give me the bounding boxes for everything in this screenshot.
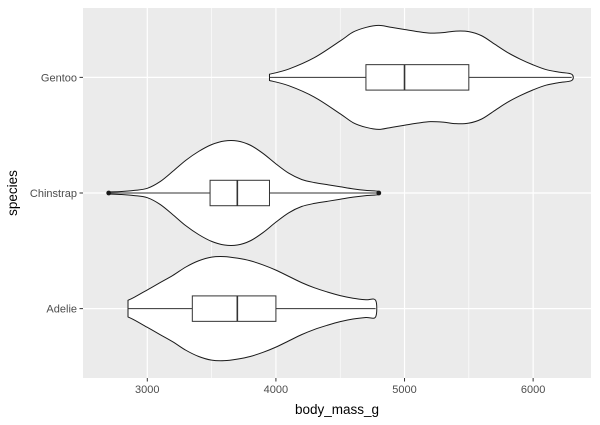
x-axis: 3000 4000 5000 6000 — [135, 378, 545, 396]
box-iqr — [209, 179, 270, 207]
box-iqr — [365, 64, 470, 91]
box-iqr — [191, 295, 277, 322]
y-tick-label: Gentoo — [41, 72, 77, 84]
y-tick-label: Adelie — [46, 304, 77, 316]
violins — [106, 24, 574, 362]
violin-group-chinstrap — [106, 139, 382, 247]
x-tick-label: 6000 — [521, 384, 545, 396]
x-tick-label: 4000 — [264, 384, 288, 396]
violin-group-adelie — [127, 255, 378, 362]
x-tick-label: 3000 — [135, 384, 159, 396]
y-axis: Adelie Chinstrap Gentoo — [30, 72, 83, 316]
outlier-point — [106, 190, 112, 196]
violin-group-gentoo — [268, 24, 574, 130]
x-tick-label: 5000 — [392, 384, 416, 396]
outlier-point — [376, 190, 382, 196]
y-axis-title: species — [5, 170, 20, 216]
x-axis-title: body_mass_g — [295, 402, 379, 417]
y-tick-label: Chinstrap — [30, 188, 77, 200]
